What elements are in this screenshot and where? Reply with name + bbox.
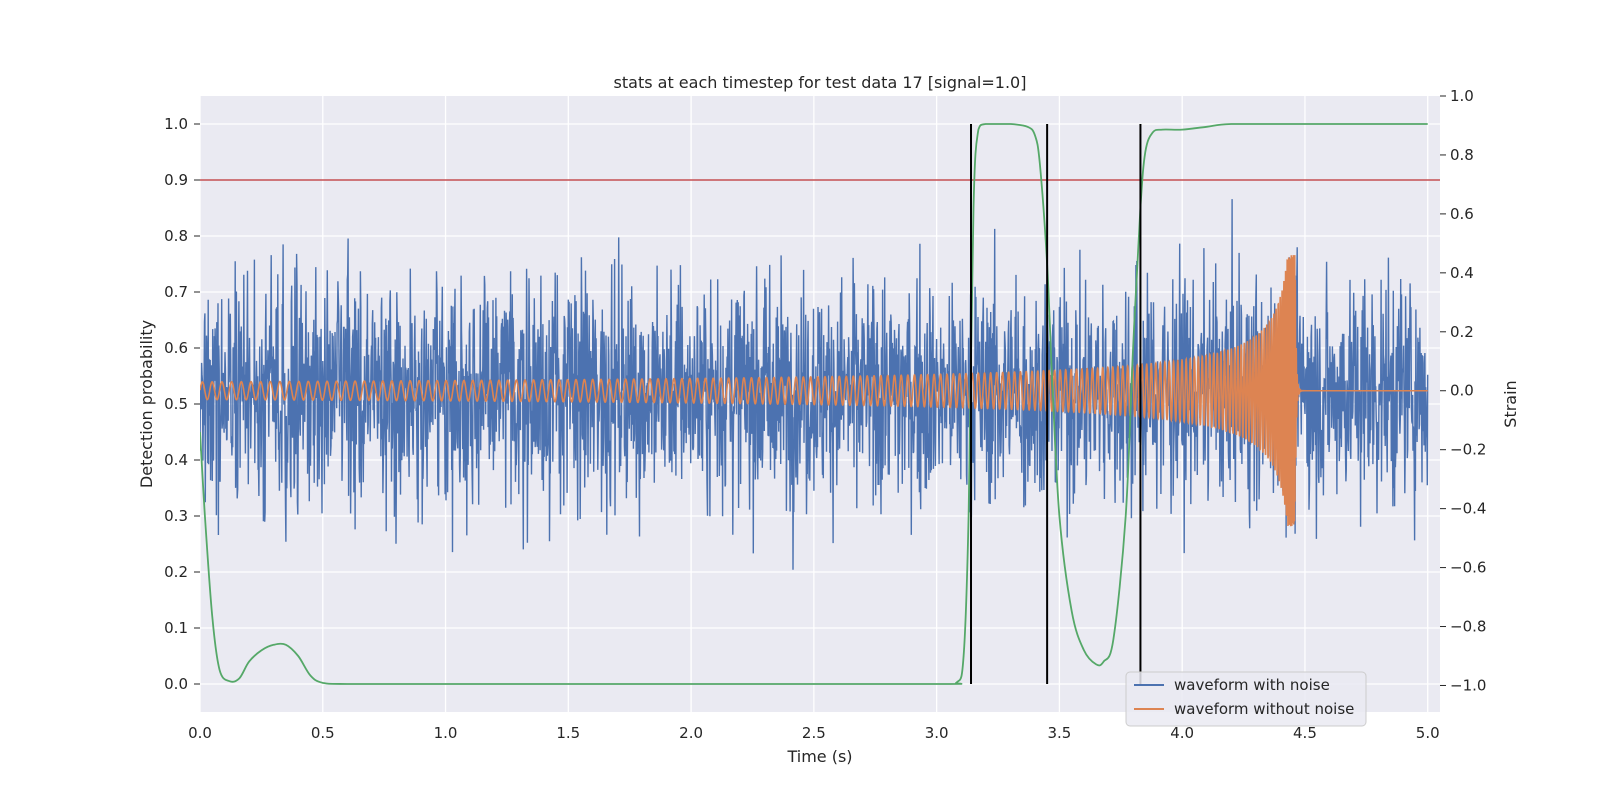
right-tick-label: 0.0 <box>1450 382 1474 400</box>
x-tick-label: 1.5 <box>556 724 580 742</box>
left-tick-label: 0.6 <box>164 339 188 357</box>
left-tick-label: 1.0 <box>164 115 188 133</box>
right-axis-label: Strain <box>1501 380 1520 427</box>
left-tick-label: 0.7 <box>164 283 188 301</box>
right-tick-label: −0.4 <box>1450 500 1486 518</box>
left-tick-label: 0.8 <box>164 227 188 245</box>
x-tick-label: 4.5 <box>1293 724 1317 742</box>
x-tick-label: 0.5 <box>311 724 335 742</box>
right-tick-label: −1.0 <box>1450 676 1486 694</box>
left-tick-label: 0.9 <box>164 171 188 189</box>
right-tick-label: −0.6 <box>1450 559 1486 577</box>
x-tick-label: 5.0 <box>1416 724 1440 742</box>
series-waveform-with-noise <box>200 199 1429 570</box>
right-tick-label: 0.8 <box>1450 146 1474 164</box>
plot-lines <box>200 123 1440 685</box>
series-waveform-without-noise <box>200 255 1428 527</box>
right-tick-label: 1.0 <box>1450 87 1474 105</box>
x-axis-label: Time (s) <box>786 747 852 766</box>
left-axis-label: Detection probability <box>137 320 156 488</box>
legend-label-noise: waveform with noise <box>1174 676 1330 694</box>
right-tick-label: 0.6 <box>1450 205 1474 223</box>
right-tick-label: 0.2 <box>1450 323 1474 341</box>
legend: waveform with noise waveform without noi… <box>1125 671 1367 727</box>
x-tick-label: 0.0 <box>188 724 212 742</box>
left-tick-label: 0.2 <box>164 563 188 581</box>
legend-label-clean: waveform without noise <box>1174 700 1354 718</box>
x-tick-label: 2.0 <box>679 724 703 742</box>
x-axis-ticks: 0.0 0.5 1.0 1.5 2.0 2.5 3.0 3.5 4.0 4.5 5.0 <box>188 724 1440 742</box>
left-tick-label: 0.4 <box>164 451 188 469</box>
x-tick-label: 2.5 <box>802 724 826 742</box>
right-tick-label: 0.4 <box>1450 264 1474 282</box>
left-tick-label: 0.1 <box>164 619 188 637</box>
chart-title: stats at each timestep for test data 17 … <box>614 73 1027 92</box>
x-tick-label: 1.0 <box>434 724 458 742</box>
right-tick-label: −0.8 <box>1450 618 1486 636</box>
x-tick-label: 4.0 <box>1170 724 1194 742</box>
left-tick-label: 0.5 <box>164 395 188 413</box>
legend-box <box>1125 671 1367 727</box>
right-tick-label: −0.2 <box>1450 441 1486 459</box>
right-axis-ticks: −1.0 −0.8 −0.6 −0.4 −0.2 0.0 0.2 0.4 0.6 0.8 1.0 <box>1440 87 1486 694</box>
left-axis-ticks: 0.0 0.1 0.2 0.3 0.4 0.5 0.6 0.7 0.8 0.9 1.0 <box>164 115 200 693</box>
x-tick-label: 3.5 <box>1047 724 1071 742</box>
left-tick-label: 0.0 <box>164 675 188 693</box>
x-tick-label: 3.0 <box>925 724 949 742</box>
left-tick-label: 0.3 <box>164 507 188 525</box>
